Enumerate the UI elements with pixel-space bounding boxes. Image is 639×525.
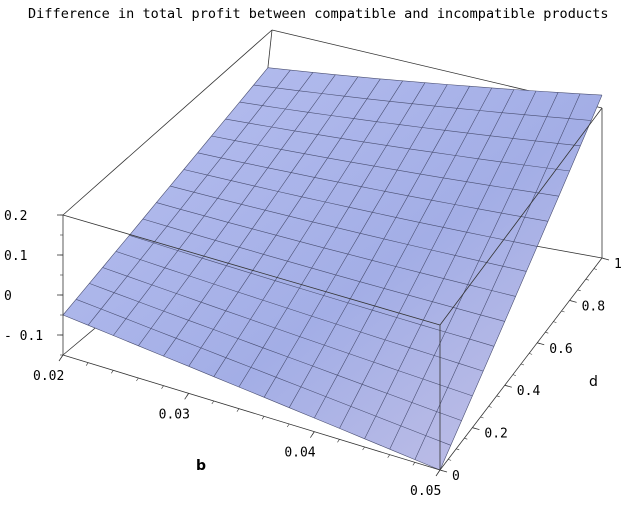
mesh-line-b <box>389 92 559 450</box>
d-tick-label: 0.6 <box>549 342 572 357</box>
mesh-line-b <box>87 69 291 326</box>
d-minor-tick <box>480 416 484 419</box>
d-tick-label: 0.8 <box>582 299 605 314</box>
d-minor-tick <box>488 406 492 408</box>
mesh-line-d <box>115 251 484 372</box>
mesh-line-d <box>211 135 559 197</box>
b-minor-tick <box>136 377 139 382</box>
d-minor-tick <box>529 353 533 355</box>
z-tick-label: 0 <box>4 289 12 304</box>
b-minor-tick <box>186 393 189 397</box>
b-minor-tick <box>261 416 265 420</box>
d-minor-tick <box>512 374 516 376</box>
box-edge <box>62 354 441 471</box>
mesh-line-b <box>62 67 269 316</box>
mesh-line-d <box>89 283 462 421</box>
z-tick-label: 0.2 <box>4 209 27 224</box>
box-edge <box>62 214 441 326</box>
axis-labels: bd <box>196 374 598 474</box>
mesh-line-b <box>288 86 470 408</box>
z-tick-label: 0.1 <box>4 249 27 264</box>
d-minor-tick <box>520 363 525 366</box>
d-tick-label: 0 <box>452 469 460 484</box>
d-minor-tick <box>496 395 500 398</box>
d-minor-tick <box>504 384 508 387</box>
b-tick-label: 0.05 <box>410 484 441 499</box>
surface <box>62 67 603 471</box>
mesh-line-d <box>156 202 516 297</box>
axis-ticks: 0.02 0.03 0.04 0.05 0 0.2 0.4 0.6 0.8 1 0.2 0.1 0 - 0… <box>4 209 622 499</box>
mesh-line-b <box>113 72 314 336</box>
mesh-line-b <box>439 94 603 471</box>
b-minor-tick <box>161 385 164 389</box>
d-minor-tick <box>561 310 565 313</box>
d-tick-label: 0.2 <box>484 427 507 442</box>
b-minor-tick <box>362 446 365 451</box>
z-tick-label: - 0.1 <box>4 329 43 344</box>
mesh-line-b <box>339 89 515 429</box>
mesh-line-d <box>183 169 538 247</box>
d-minor-tick <box>545 331 549 334</box>
d-minor-tick <box>439 469 444 472</box>
d-minor-tick <box>464 437 468 440</box>
b-tick-label: 0.04 <box>284 446 315 461</box>
b-minor-tick <box>286 423 290 428</box>
mesh-line-d <box>267 67 603 96</box>
b-minor-tick <box>111 370 114 374</box>
d-minor-tick <box>448 459 452 461</box>
mesh-line-b <box>138 74 336 346</box>
b-minor-tick <box>387 454 390 458</box>
b-minor-tick <box>412 462 416 466</box>
d-tick-label: 0.4 <box>517 384 541 399</box>
d-minor-tick <box>601 257 606 260</box>
mesh-line-b <box>364 90 537 439</box>
d-axis-label: d <box>589 374 598 390</box>
b-minor-tick <box>437 469 441 474</box>
mesh-line-b <box>238 82 426 388</box>
b-tick-label: 0.03 <box>159 407 190 422</box>
d-minor-tick <box>537 342 541 345</box>
mesh-line-d <box>102 267 473 397</box>
mesh-line-d <box>239 101 581 147</box>
mesh-line-b <box>314 87 493 419</box>
b-minor-tick <box>60 354 64 359</box>
d-tick-label: 1 <box>614 257 622 272</box>
d-minor-tick <box>577 289 581 292</box>
b-minor-tick <box>211 400 215 405</box>
d-minor-tick <box>585 278 589 281</box>
d-minor-tick <box>456 448 460 451</box>
mesh-line-b <box>414 93 581 460</box>
d-minor-tick <box>593 268 597 270</box>
mesh-line-d <box>75 299 451 446</box>
b-axis-label: b <box>196 458 206 474</box>
mesh-line-d <box>129 235 495 347</box>
d-minor-tick <box>569 300 573 302</box>
box-edge <box>439 107 603 326</box>
mesh-line-d <box>197 152 549 222</box>
b-minor-tick <box>236 408 240 412</box>
mesh-line-b <box>263 84 448 398</box>
d-minor-tick <box>472 427 476 429</box>
b-minor-tick <box>312 431 315 435</box>
mesh-line-d <box>142 218 505 322</box>
chart-title: Difference in total profit between compa… <box>28 6 609 22</box>
b-minor-tick <box>85 362 89 366</box>
mesh-line-b <box>188 78 381 367</box>
box-edge <box>62 29 273 216</box>
surface-fill <box>63 67 602 470</box>
d-minor-tick <box>553 321 557 323</box>
mesh-line-d <box>170 185 527 272</box>
b-tick-label: 0.02 <box>33 369 64 384</box>
b-minor-tick <box>337 439 340 443</box>
mesh-line-b <box>213 80 403 377</box>
mesh-line-d <box>62 314 441 471</box>
mesh-line-d <box>225 118 570 172</box>
mesh-line-d <box>253 84 592 121</box>
mesh-line-b <box>163 76 359 357</box>
